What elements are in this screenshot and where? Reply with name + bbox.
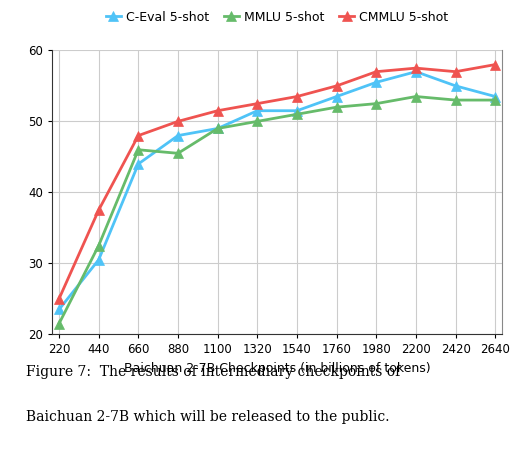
MMLU 5-shot: [135, 147, 141, 153]
CMMLU 5-shot: [95, 207, 102, 213]
CMMLU 5-shot: [254, 101, 261, 106]
Legend: C-Eval 5-shot, MMLU 5-shot, CMMLU 5-shot: C-Eval 5-shot, MMLU 5-shot, CMMLU 5-shot: [101, 5, 453, 28]
Text: Baichuan 2-7B which will be released to the public.: Baichuan 2-7B which will be released to …: [26, 410, 390, 425]
C-Eval 5-shot: [334, 94, 340, 99]
C-Eval 5-shot: [56, 307, 62, 312]
CMMLU 5-shot: [214, 108, 221, 114]
Line: MMLU 5-shot: MMLU 5-shot: [54, 92, 500, 328]
CMMLU 5-shot: [373, 69, 379, 74]
MMLU 5-shot: [294, 111, 300, 117]
C-Eval 5-shot: [373, 80, 379, 85]
C-Eval 5-shot: [254, 108, 261, 114]
MMLU 5-shot: [95, 243, 102, 248]
MMLU 5-shot: [175, 151, 181, 156]
C-Eval 5-shot: [135, 161, 141, 167]
MMLU 5-shot: [214, 125, 221, 131]
C-Eval 5-shot: [95, 257, 102, 262]
CMMLU 5-shot: [492, 62, 498, 67]
C-Eval 5-shot: [294, 108, 300, 114]
C-Eval 5-shot: [175, 133, 181, 138]
MMLU 5-shot: [56, 321, 62, 327]
CMMLU 5-shot: [334, 83, 340, 89]
MMLU 5-shot: [492, 98, 498, 103]
Line: CMMLU 5-shot: CMMLU 5-shot: [54, 60, 500, 304]
CMMLU 5-shot: [413, 65, 419, 71]
MMLU 5-shot: [413, 94, 419, 99]
CMMLU 5-shot: [135, 133, 141, 138]
MMLU 5-shot: [254, 119, 261, 124]
C-Eval 5-shot: [453, 83, 459, 89]
C-Eval 5-shot: [413, 69, 419, 74]
MMLU 5-shot: [453, 98, 459, 103]
C-Eval 5-shot: [492, 94, 498, 99]
CMMLU 5-shot: [294, 94, 300, 99]
CMMLU 5-shot: [175, 119, 181, 124]
Text: Figure 7:  The results of intermediary checkpoints of: Figure 7: The results of intermediary ch…: [26, 365, 400, 379]
MMLU 5-shot: [334, 104, 340, 110]
Line: C-Eval 5-shot: C-Eval 5-shot: [54, 67, 500, 314]
CMMLU 5-shot: [453, 69, 459, 74]
MMLU 5-shot: [373, 101, 379, 106]
CMMLU 5-shot: [56, 296, 62, 301]
X-axis label: Baichuan 2-7B Checkpoints (in billions of tokens): Baichuan 2-7B Checkpoints (in billions o…: [124, 362, 430, 375]
C-Eval 5-shot: [214, 125, 221, 131]
